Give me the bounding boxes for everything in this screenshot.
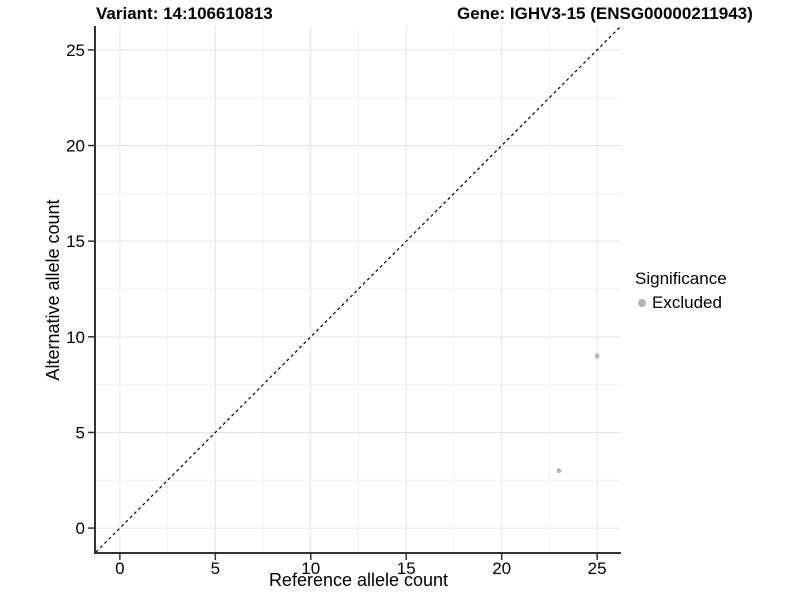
identity-line [95, 25, 622, 553]
x-tick-label: 15 [397, 559, 416, 578]
y-axis-label: Alternative allele count [43, 199, 63, 381]
legend-item-label: Excluded [652, 293, 722, 312]
legend-title: Significance [635, 269, 727, 288]
x-axis-label: Reference allele count [268, 570, 449, 590]
y-tick-label: 20 [66, 137, 85, 156]
plot-title-gene: Gene: IGHV3-15 (ENSG00000211943) [457, 4, 753, 23]
data-point [594, 353, 600, 359]
x-tick-label: 0 [115, 559, 124, 578]
x-tick-label: 10 [301, 559, 320, 578]
data-point [556, 468, 562, 474]
plot-title-variant: Variant: 14:106610813 [96, 4, 273, 23]
y-tick-label: 25 [66, 41, 85, 60]
y-tick-label: 15 [66, 232, 85, 251]
x-tick-label: 20 [492, 559, 511, 578]
legend: Significance Excluded [635, 269, 727, 313]
legend-item-excluded: Excluded [635, 293, 727, 313]
x-tick-label: 25 [588, 559, 607, 578]
y-tick-label: 10 [66, 328, 85, 347]
y-tick-label: 0 [76, 519, 85, 538]
y-tick-label: 5 [76, 423, 85, 442]
legend-point-icon [638, 299, 646, 307]
x-tick-label: 5 [211, 559, 220, 578]
